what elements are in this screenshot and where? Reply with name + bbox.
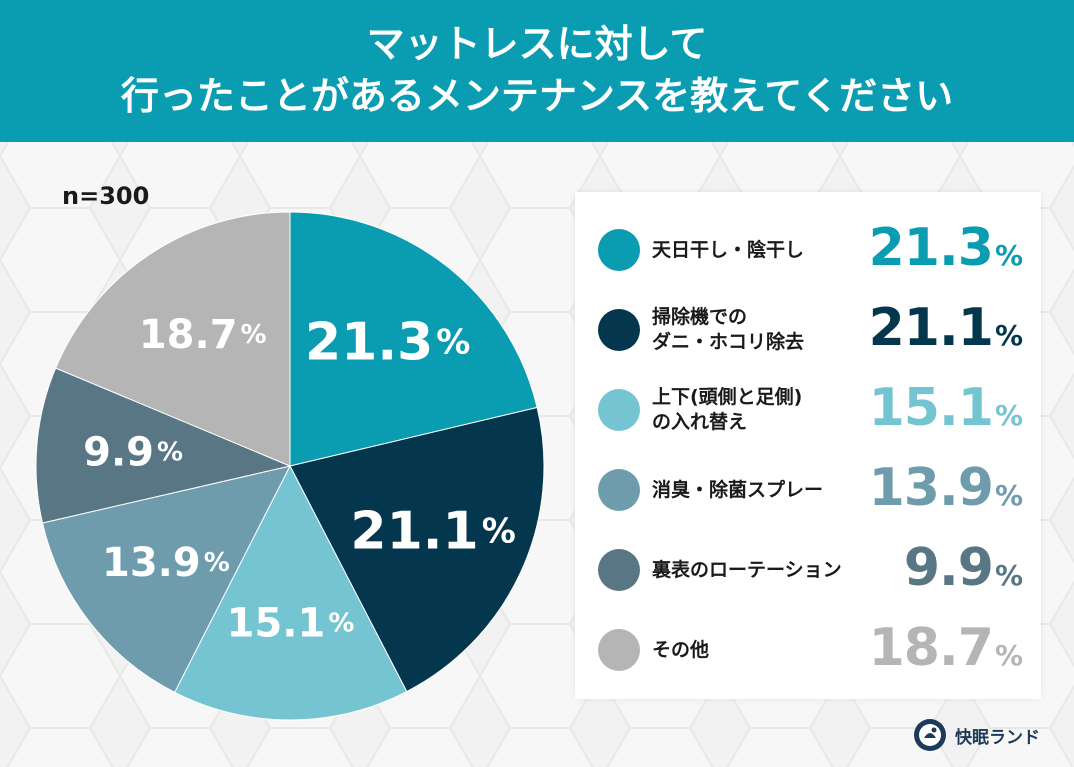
legend-item-2: 掃除機での ダニ・ホコリ除去 21.1% bbox=[575, 290, 1041, 370]
legend-value-number: 18.7 bbox=[868, 618, 994, 678]
legend-label-line: その他 bbox=[652, 638, 710, 661]
pie-slice-1 bbox=[289, 211, 538, 467]
legend-label: 天日干し・陰干し bbox=[652, 210, 872, 290]
legend-label-line: 裏表のローテーション bbox=[652, 558, 842, 581]
pie-chart: 21.3% 21.1% 15.1 % 13.9 % 9.9 % 18.7% bbox=[35, 211, 545, 721]
legend-label: 上下(頭側と足側) の入れ替え bbox=[652, 370, 872, 450]
legend-label: その他 bbox=[652, 610, 872, 690]
legend-value-number: 21.3 bbox=[868, 218, 994, 278]
legend-value-unit: % bbox=[994, 239, 1023, 272]
legend-value-number: 9.9 bbox=[903, 538, 994, 598]
legend-label: 裏表のローテーション bbox=[652, 530, 872, 610]
legend-value-number: 13.9 bbox=[868, 458, 994, 518]
pie-slice-5 bbox=[35, 367, 292, 524]
legend-value: 21.3% bbox=[869, 218, 1023, 278]
legend-swatch bbox=[598, 389, 640, 431]
legend-item-6: その他 18.7% bbox=[575, 610, 1041, 690]
legend-swatch bbox=[598, 469, 640, 511]
pie-slice-6 bbox=[54, 211, 291, 467]
pie-label-6: 18.7% bbox=[139, 312, 267, 358]
legend-value-number: 21.1 bbox=[868, 298, 994, 358]
legend-swatch bbox=[598, 629, 640, 671]
legend-panel: 天日干し・陰干し 21.3% 掃除機での ダニ・ホコリ除去 21.1% 上下(頭側と足側)… bbox=[575, 192, 1041, 699]
kaimin-land-logo-icon bbox=[914, 719, 946, 751]
legend-item-4: 消臭・除菌スプレー 13.9% bbox=[575, 450, 1041, 530]
legend-value-unit: % bbox=[994, 319, 1023, 352]
legend-label-line: 掃除機での bbox=[652, 306, 748, 328]
page-title-line2: 行ったことがあるメンテナンスを教えてください bbox=[120, 74, 954, 118]
legend-label-line: 天日干し・陰干し bbox=[652, 238, 805, 261]
page-title-line1: マットレスに対して bbox=[366, 22, 708, 66]
pie-label-5: 9.9% bbox=[83, 430, 183, 476]
legend-value-unit: % bbox=[994, 399, 1023, 432]
sample-size-label: n=300 bbox=[62, 182, 150, 210]
pie-slice-3 bbox=[174, 464, 408, 721]
legend-swatch bbox=[598, 309, 640, 351]
pie-label-4: 13.9% bbox=[102, 540, 230, 586]
legend-value-unit: % bbox=[994, 479, 1023, 512]
legend-label-line: 消臭・除菌スプレー bbox=[652, 478, 824, 501]
header-banner: マットレスに対して 行ったことがあるメンテナンスを教えてください bbox=[0, 0, 1074, 142]
legend-label: 掃除機でのダニ・ホコリ除去 bbox=[652, 290, 872, 370]
legend-swatch bbox=[598, 549, 640, 591]
legend-item-1: 天日干し・陰干し 21.3% bbox=[575, 210, 1041, 290]
legend-value: 13.9% bbox=[869, 458, 1023, 518]
legend-value-unit: % bbox=[994, 639, 1023, 672]
legend-value-unit: % bbox=[994, 559, 1023, 592]
legend-value-number: 15.1 bbox=[868, 378, 994, 438]
legend-label-line: ダニ・ホコリ除去 bbox=[652, 331, 805, 353]
pie-label-1: 21.3% bbox=[305, 312, 470, 372]
logo-text: 快眠ランド bbox=[955, 727, 1040, 748]
brand-logo: 快眠ランド bbox=[913, 718, 1040, 752]
pie-label-2: 21.1% bbox=[350, 502, 515, 562]
legend-label: 消臭・除菌スプレー bbox=[652, 450, 872, 530]
legend-value: 21.1% bbox=[869, 298, 1023, 358]
legend-value: 18.7% bbox=[869, 618, 1023, 678]
legend-swatch bbox=[598, 229, 640, 271]
legend-value: 9.9% bbox=[904, 538, 1023, 598]
legend-item-5: 裏表のローテーション 9.9% bbox=[575, 530, 1041, 610]
pie-slice-2 bbox=[289, 406, 545, 693]
legend-label-line: の入れ替え bbox=[652, 411, 748, 433]
legend-value: 15.1% bbox=[869, 378, 1023, 438]
pie-label-3: 15.1% bbox=[227, 600, 355, 646]
legend-item-3: 上下(頭側と足側) の入れ替え 15.1% bbox=[575, 370, 1041, 450]
legend-label-line: 上下(頭側と足側) bbox=[652, 386, 803, 408]
pie-slice-4 bbox=[41, 465, 291, 693]
